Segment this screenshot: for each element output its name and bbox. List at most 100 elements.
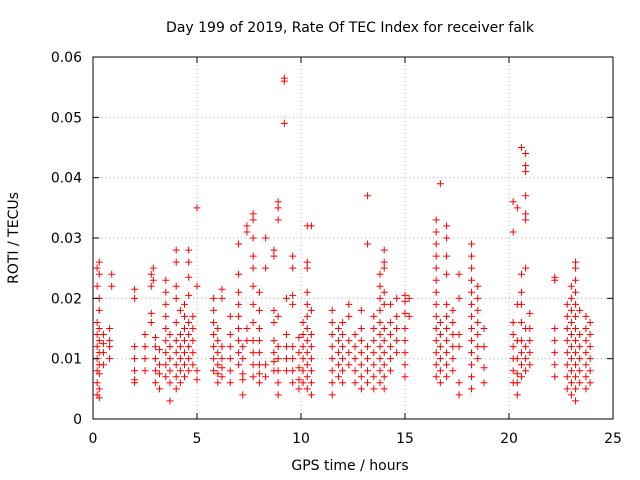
- data-point: [468, 264, 476, 272]
- data-point: [299, 331, 307, 339]
- data-point: [141, 355, 149, 363]
- data-point: [172, 337, 180, 345]
- x-tick-label: 25: [604, 431, 622, 447]
- data-point: [436, 331, 444, 339]
- data-point: [239, 391, 247, 399]
- data-point: [551, 373, 559, 381]
- data-point: [432, 276, 440, 284]
- data-point: [307, 355, 315, 363]
- x-tick-label: 0: [89, 431, 98, 447]
- data-point: [401, 291, 409, 299]
- data-point: [289, 252, 297, 260]
- data-point: [243, 325, 251, 332]
- data-point: [449, 367, 457, 375]
- data-point: [274, 343, 282, 351]
- data-point: [572, 361, 580, 369]
- data-point: [289, 291, 297, 299]
- data-point: [474, 282, 482, 290]
- data-point: [226, 367, 234, 375]
- data-point: [582, 373, 590, 381]
- data-point: [299, 343, 307, 351]
- data-point: [436, 355, 444, 363]
- data-point: [162, 361, 170, 369]
- data-point: [522, 216, 530, 224]
- data-point: [376, 306, 384, 314]
- data-point: [307, 343, 315, 351]
- data-point: [214, 370, 222, 378]
- x-tick-label: 10: [292, 431, 310, 447]
- data-point: [185, 367, 193, 375]
- data-point: [364, 355, 372, 363]
- data-point: [380, 361, 388, 369]
- data-point: [270, 246, 278, 254]
- data-point: [93, 282, 101, 290]
- data-point: [551, 325, 559, 332]
- data-point: [401, 373, 409, 381]
- data-point: [162, 349, 170, 357]
- data-point: [162, 325, 170, 332]
- data-point: [189, 337, 197, 345]
- data-point: [576, 367, 584, 375]
- data-point: [474, 331, 482, 339]
- data-point: [226, 312, 234, 320]
- data-point: [303, 361, 311, 369]
- x-tick-label: 15: [396, 431, 414, 447]
- data-point: [147, 270, 155, 278]
- data-point: [106, 343, 114, 351]
- data-point: [210, 367, 218, 375]
- data-point: [307, 306, 315, 314]
- data-point: [172, 246, 180, 254]
- data-point: [455, 379, 463, 387]
- data-point: [289, 343, 297, 351]
- data-point: [162, 312, 170, 320]
- data-point: [162, 337, 170, 345]
- data-point: [99, 361, 107, 369]
- data-point: [255, 361, 263, 369]
- data-point: [166, 367, 174, 375]
- data-point: [334, 349, 342, 357]
- data-point: [274, 391, 282, 399]
- data-point: [339, 367, 347, 375]
- data-point: [364, 192, 372, 200]
- data-point: [432, 312, 440, 320]
- data-point: [443, 312, 451, 320]
- data-point: [480, 325, 488, 332]
- data-point: [376, 379, 384, 387]
- data-point: [351, 331, 359, 339]
- data-point: [235, 337, 243, 345]
- data-point: [218, 294, 226, 302]
- x-tick-label: 5: [193, 431, 202, 447]
- data-point: [307, 367, 315, 375]
- data-point: [108, 282, 116, 290]
- data-point: [351, 367, 359, 375]
- data-point: [262, 234, 270, 242]
- data-point: [172, 349, 180, 357]
- data-point: [181, 325, 189, 332]
- data-point: [509, 331, 517, 339]
- data-point: [370, 385, 378, 393]
- data-point: [131, 355, 139, 363]
- data-point: [176, 343, 184, 351]
- x-tick-label: 20: [500, 431, 518, 447]
- data-point: [282, 367, 290, 375]
- data-point: [255, 370, 263, 378]
- y-tick-label: 0.04: [51, 171, 82, 187]
- data-point: [95, 370, 103, 378]
- data-point: [468, 373, 476, 381]
- data-point: [181, 300, 189, 308]
- data-point: [235, 288, 243, 296]
- data-point: [576, 343, 584, 351]
- data-point: [386, 318, 394, 326]
- data-point: [181, 349, 189, 357]
- data-point: [526, 309, 534, 317]
- data-point: [443, 349, 451, 357]
- data-point: [393, 312, 401, 320]
- data-point: [401, 361, 409, 369]
- data-point: [572, 264, 580, 272]
- data-point: [274, 367, 282, 375]
- data-point: [376, 367, 384, 375]
- data-point: [210, 318, 218, 326]
- data-point: [210, 294, 218, 302]
- data-point: [270, 349, 278, 357]
- data-point: [576, 331, 584, 339]
